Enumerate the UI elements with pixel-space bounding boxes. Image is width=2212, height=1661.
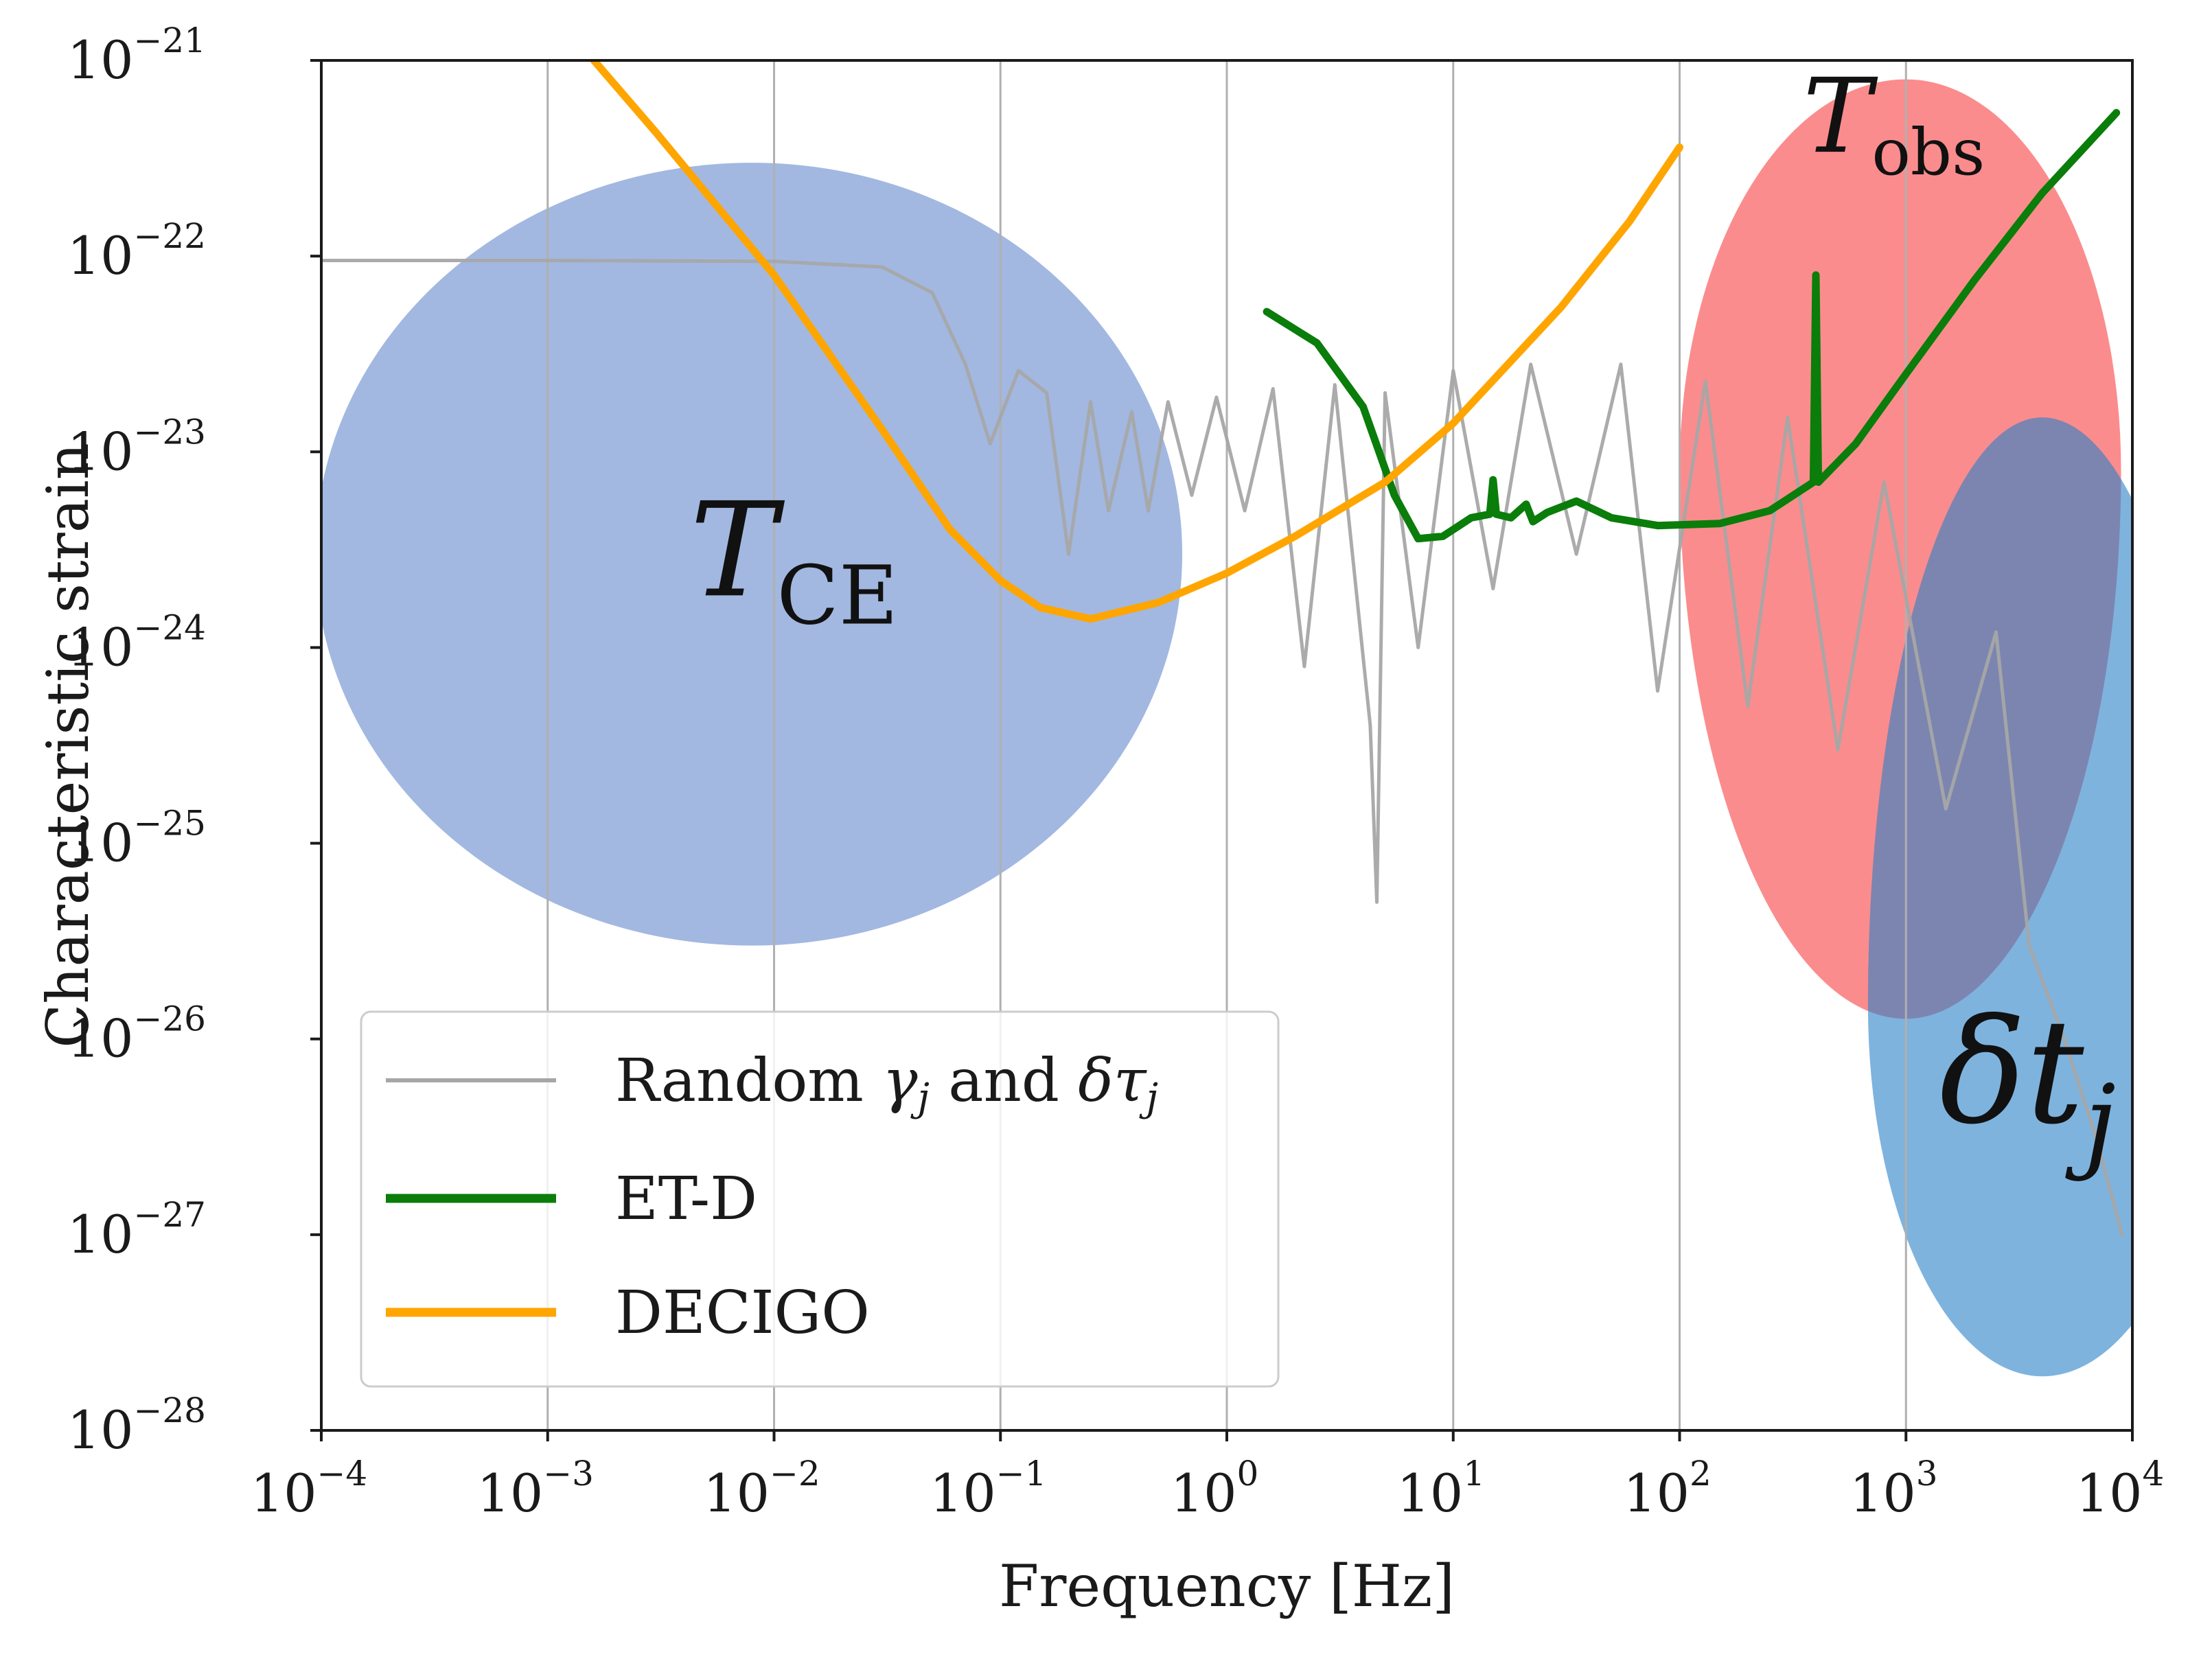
series-layer [321, 60, 2124, 1237]
series-line [1263, 108, 2121, 543]
y-tick-label: 10−24 [67, 607, 206, 677]
x-tick-label: 10−3 [477, 1454, 594, 1524]
y-tick-label: 10−27 [67, 1195, 206, 1265]
y-tick-label: 10−21 [67, 21, 206, 91]
ticks-layer: 10−4 10−3 10−2 10−1 100 101 102 103 104 10−21 10−2… [67, 21, 2165, 1524]
x-tick-label: 103 [1850, 1454, 1938, 1524]
series-line [321, 259, 2124, 1237]
y-tick-label: 10−28 [67, 1391, 206, 1461]
region-j [1867, 417, 2132, 1377]
y-tick-label: 10−25 [67, 804, 206, 874]
x-axis-label: Frequency [Hz] [999, 1553, 1455, 1620]
x-tick-label: 104 [2076, 1454, 2165, 1524]
x-tick-label: 100 [1171, 1454, 1259, 1524]
region-label-obs: Tobs [1803, 57, 1985, 190]
legend-box [360, 1010, 1280, 1388]
legend: Random γj and δτj ET-D DECIGO [360, 1010, 1280, 1388]
y-tick-label: 10−26 [67, 999, 206, 1069]
legend-label-random: Random γj and δτj [615, 1047, 1158, 1120]
region-label-ce: TCE [690, 474, 898, 642]
region-label-layer: TCE Tobs δtj [690, 57, 2116, 1183]
y-tick-label: 10−23 [67, 412, 206, 482]
series-line [590, 60, 1683, 623]
x-tick-label: 10−4 [251, 1454, 367, 1524]
legend-label-decigo: DECIGO [615, 1279, 870, 1347]
y-tick-label: 10−22 [67, 216, 206, 286]
y-axis-label: Characteristic strain [34, 443, 102, 1048]
region-label-j: δtj [1939, 988, 2116, 1183]
x-tick-label: 102 [1623, 1454, 1712, 1524]
region-ce [321, 163, 1183, 946]
legend-label-etd: ET-D [615, 1165, 757, 1233]
x-tick-label: 101 [1396, 1454, 1485, 1524]
x-tick-label: 10−1 [930, 1454, 1046, 1524]
x-tick-label: 10−2 [703, 1454, 820, 1524]
